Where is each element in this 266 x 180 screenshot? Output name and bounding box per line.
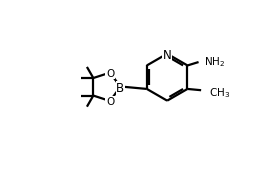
- Text: N: N: [163, 49, 172, 62]
- Text: NH$_2$: NH$_2$: [204, 55, 225, 69]
- Text: CH$_3$: CH$_3$: [209, 86, 230, 100]
- Text: B: B: [116, 82, 124, 95]
- Text: O: O: [106, 97, 114, 107]
- Text: O: O: [106, 69, 114, 79]
